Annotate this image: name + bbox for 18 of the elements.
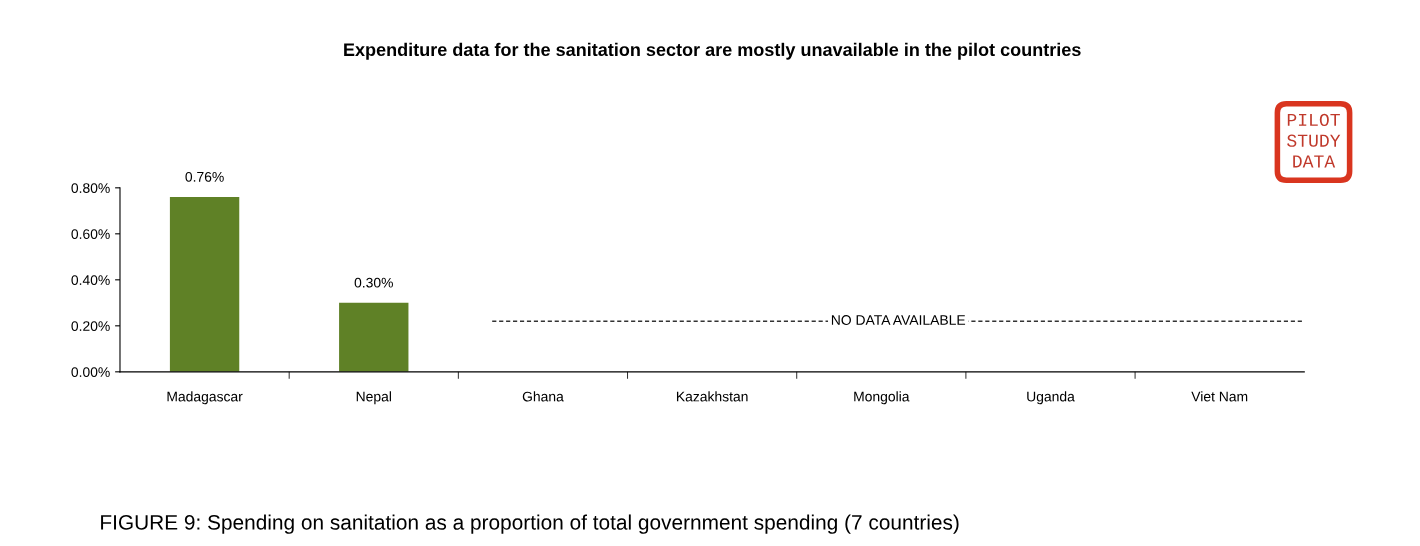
caption: FIGURE 9: Spending on sanitation as a proportion of total government spending (7 countries) [101,514,959,534]
y-tick-label: 0.80% [71,183,110,193]
x-tick-label: Kazakhstan [676,391,748,402]
text: PILOT STUDY DATA [1287,113,1341,168]
y-tick-label: 0.60% [71,229,110,239]
chart-title: Expenditure data for the sanitation sector are mostly unavailable in the pilot countries [344,42,1081,60]
x-tick-label: Viet Nam [1191,391,1248,402]
x-tick-label: Uganda [1027,391,1075,405]
y-tick-label: 0.00% [71,367,110,377]
x-tick-label: Madagascar [167,391,243,405]
data-label: 0.76% [185,171,224,182]
data-label: 0.30% [354,277,393,288]
x-tick-label: Mongolia [854,391,910,405]
ref-line-label: NO DATA AVAILABLE [831,315,966,325]
y-tick-label: 0.20% [71,321,110,331]
x-tick-label: Nepal [356,391,391,405]
x-tick-label: Ghana [522,391,564,402]
y-tick-label: 0.40% [71,275,110,285]
